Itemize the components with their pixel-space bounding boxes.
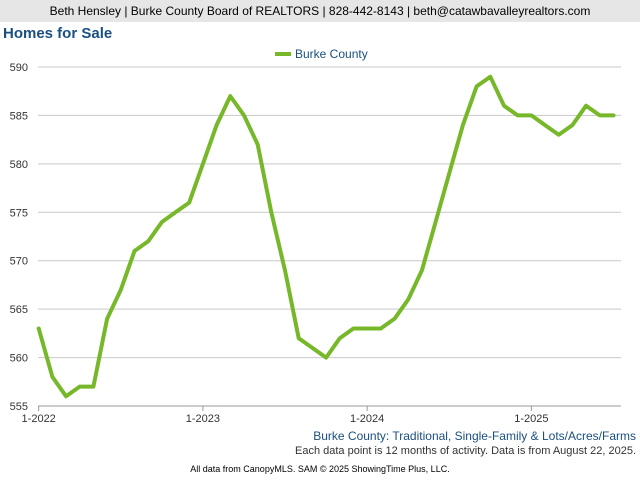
- header-bar: Beth Hensley | Burke County Board of REA…: [0, 0, 640, 22]
- series-line-burke-county: [36, 74, 616, 399]
- x-tick-label: 1-2025: [514, 413, 548, 425]
- y-tick-label: 565: [10, 304, 28, 316]
- chart-title: Homes for Sale: [3, 25, 113, 42]
- y-tick-label: 575: [10, 207, 28, 219]
- y-tick-label: 555: [10, 401, 28, 413]
- y-tick-label: 580: [10, 159, 28, 171]
- y-tick-label: 590: [10, 62, 28, 74]
- legend-label: Burke County: [295, 47, 368, 61]
- y-tick-label: 585: [10, 110, 28, 122]
- y-tick-label: 570: [10, 256, 28, 268]
- series-lines: [36, 74, 616, 399]
- gridlines: [38, 66, 621, 359]
- legend: Burke County: [275, 47, 368, 61]
- contact-info: Beth Hensley | Burke County Board of REA…: [49, 4, 591, 18]
- y-tick-label: 560: [10, 353, 28, 365]
- x-tick-label: 1-2023: [186, 413, 220, 425]
- x-tick-label: 1-2024: [350, 413, 384, 425]
- data-note: Each data point is 12 months of activity…: [295, 445, 636, 457]
- x-tick-label: 1-2022: [22, 413, 56, 425]
- chart-subtitle: Burke County: Traditional, Single-Family…: [313, 429, 636, 443]
- axes: 555 560 565 570 575 580 585 590 1-2022 1-2023 1-20…: [10, 62, 621, 425]
- footer-credit: All data from CanopyMLS. SAM © 2025 Show…: [190, 464, 450, 474]
